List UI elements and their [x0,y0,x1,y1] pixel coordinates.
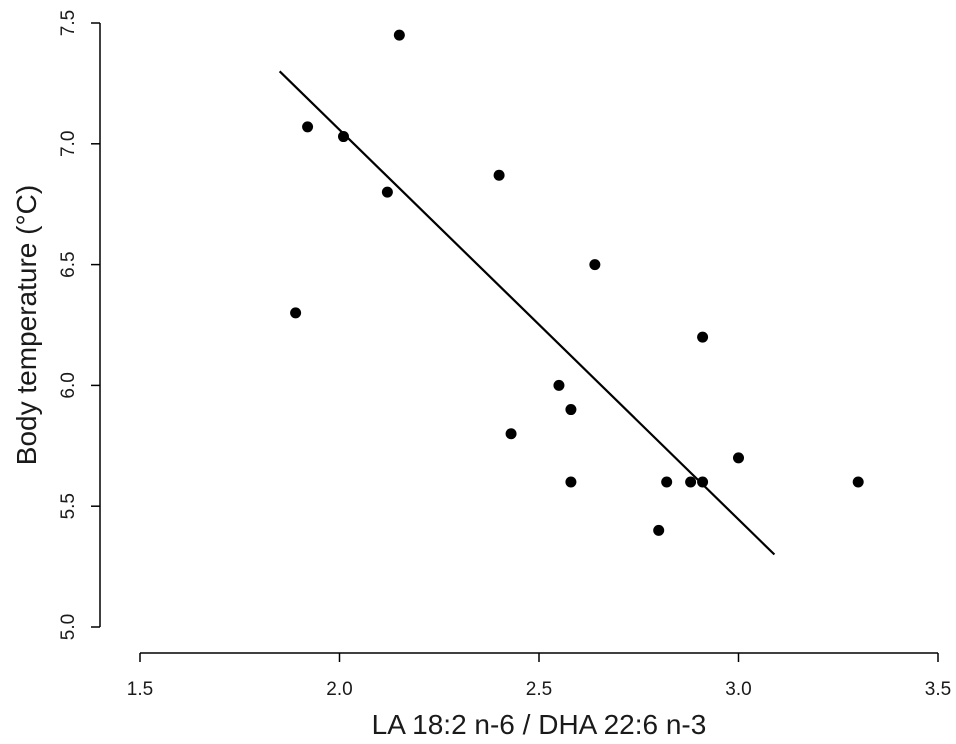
x-tick-label: 3.5 [925,679,951,700]
data-point [685,476,697,488]
data-point [393,29,405,41]
y-axis: 5.0 5.5 6.0 6.5 7.0 7.5 Body temperature (°C) [11,10,101,640]
x-tick-label: 2.5 [526,679,552,700]
x-axis-title: LA 18:2 n-6 / DHA 22:6 n-3 [372,709,707,740]
data-point [290,307,302,319]
plot-area [278,29,864,556]
x-tick-label: 2.0 [326,679,352,700]
x-axis: 1.5 2.0 2.5 3.0 3.5 LA 18:2 n-6 / DHA 22:6 n… [127,652,951,740]
data-point [589,259,601,271]
data-point [493,169,505,181]
x-ticks: 1.5 2.0 2.5 3.0 3.5 [127,653,951,700]
data-point [337,131,349,143]
data-point [697,331,709,343]
y-tick-label: 5.5 [58,493,79,519]
y-tick-label: 5.0 [58,614,79,640]
y-tick-label: 6.0 [58,372,79,398]
data-point [302,121,314,133]
regression-line [278,70,776,556]
data-point [733,452,744,464]
y-axis-title: Body temperature (°C) [11,185,42,465]
data-point [653,524,665,536]
x-tick-label: 1.5 [127,679,153,700]
data-point [697,476,709,488]
data-points [290,29,864,536]
data-point [565,404,577,416]
data-point [381,186,393,198]
y-ticks: 5.0 5.5 6.0 6.5 7.0 7.5 [58,10,100,640]
y-tick-label: 6.5 [58,251,79,277]
data-point [852,476,864,488]
data-point [553,379,565,391]
data-point [565,476,577,488]
y-tick-label: 7.5 [58,10,79,36]
y-tick-label: 7.0 [58,131,79,157]
data-point [505,428,517,440]
data-point [661,476,673,488]
x-tick-label: 3.0 [725,679,751,700]
